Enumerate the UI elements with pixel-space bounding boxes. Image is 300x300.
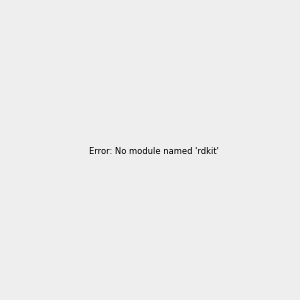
Text: Error: No module named 'rdkit': Error: No module named 'rdkit': [89, 147, 219, 156]
